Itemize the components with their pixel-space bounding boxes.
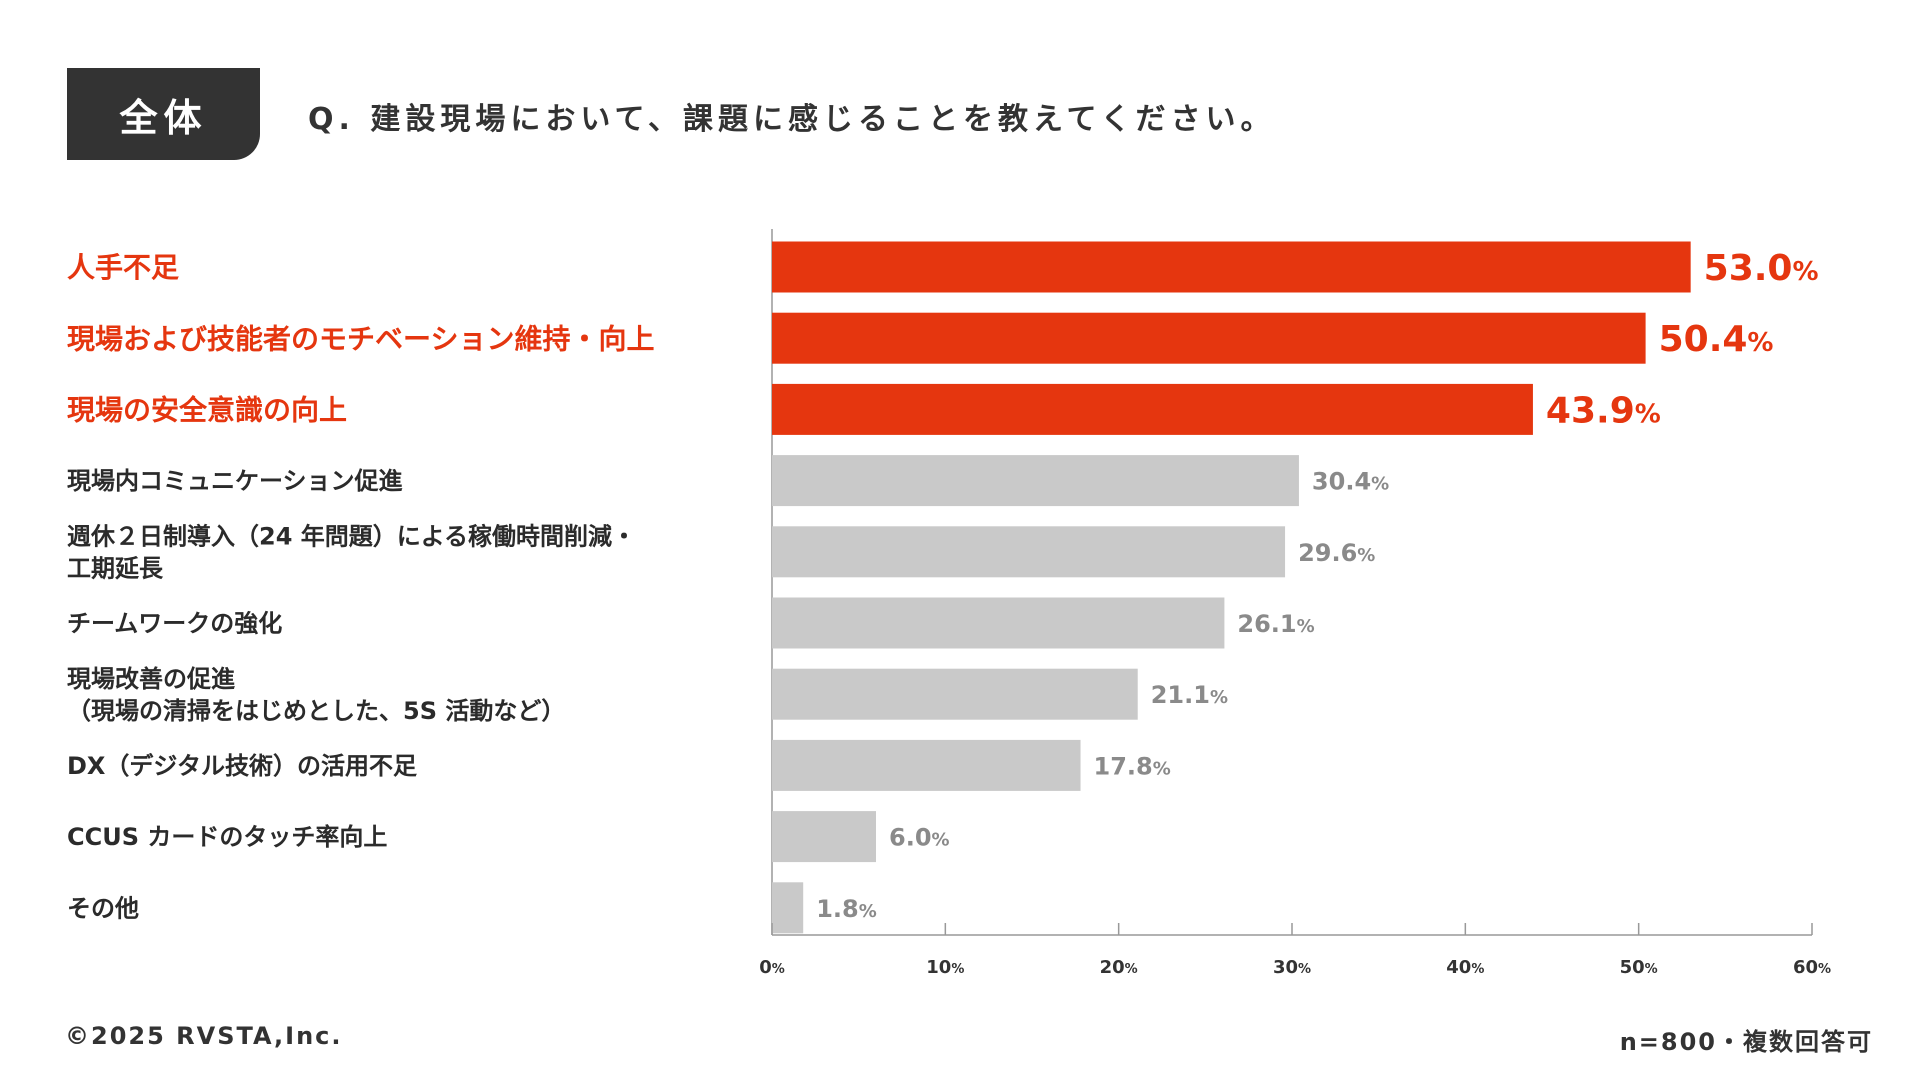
x-tick-unit: % <box>1818 962 1831 977</box>
bar <box>772 383 1533 435</box>
x-tick-number: 10 <box>926 957 951 978</box>
bar <box>772 526 1286 578</box>
bar <box>772 882 804 934</box>
x-tick-label: 20% <box>1100 957 1138 978</box>
value-unit: % <box>1297 616 1315 637</box>
value-unit: % <box>1357 545 1375 566</box>
category-label-line: （現場の清掃をはじめとした、5S 活動など） <box>67 697 565 725</box>
x-tick-number: 30 <box>1273 957 1298 978</box>
category-label-line: 現場および技能者のモチベーション維持・向上 <box>67 322 654 355</box>
value-number: 17.8 <box>1094 752 1153 780</box>
value-unit: % <box>932 830 950 851</box>
bar-chart: 53.0% 人手不足 50.4% 現場および技能者のモチベーション維持・向上 43.9%… <box>67 229 1831 978</box>
value-number: 29.6 <box>1298 539 1357 567</box>
segment-tag-label: 全体 <box>119 95 208 140</box>
bar <box>772 312 1646 364</box>
bar <box>772 811 876 863</box>
value-number: 21.1 <box>1151 681 1210 709</box>
value-unit: % <box>1635 399 1661 429</box>
value-unit: % <box>1747 328 1773 358</box>
category-label: DX（デジタル技術）の活用不足 <box>67 752 417 780</box>
value-number: 26.1 <box>1237 610 1296 638</box>
value-unit: % <box>1210 687 1228 708</box>
x-tick-label: 40% <box>1446 957 1484 978</box>
value-label: 1.8% <box>816 895 877 923</box>
category-label-line: 人手不足 <box>67 251 179 284</box>
value-number: 6.0 <box>889 824 932 852</box>
x-tick-unit: % <box>1471 962 1484 977</box>
category-label-line: DX（デジタル技術）の活用不足 <box>67 752 417 780</box>
category-label: 現場の安全意識の向上 <box>67 393 347 426</box>
category-label: 現場内コミュニケーション促進 <box>67 467 403 495</box>
category-label: チームワークの強化 <box>67 610 282 638</box>
value-number: 53.0 <box>1704 248 1793 289</box>
segment-tag: 全体 <box>67 68 260 160</box>
value-label: 29.6% <box>1298 539 1375 567</box>
bar <box>772 668 1138 720</box>
x-tick-unit: % <box>772 962 785 977</box>
value-label: 30.4% <box>1312 468 1389 496</box>
x-tick-number: 60 <box>1793 957 1818 978</box>
x-tick-unit: % <box>1298 962 1311 977</box>
value-label: 6.0% <box>889 824 950 852</box>
value-label: 43.9% <box>1546 390 1661 431</box>
x-tick-unit: % <box>1125 962 1138 977</box>
value-label: 50.4% <box>1659 319 1774 360</box>
category-label-line: その他 <box>67 894 139 922</box>
value-unit: % <box>859 901 877 922</box>
category-label-line: チームワークの強化 <box>67 610 282 638</box>
value-unit: % <box>1792 257 1818 287</box>
value-label: 17.8% <box>1094 752 1171 780</box>
value-label: 21.1% <box>1151 681 1228 709</box>
value-number: 1.8 <box>816 895 859 923</box>
category-label: 人手不足 <box>67 251 179 284</box>
question-title: Q. 建設現場において、課題に感じることを教えてください。 <box>308 102 1276 137</box>
value-unit: % <box>1371 474 1389 495</box>
x-tick-number: 0 <box>759 957 772 978</box>
value-number: 30.4 <box>1312 468 1371 496</box>
x-tick-label: 50% <box>1620 957 1658 978</box>
x-tick-unit: % <box>1645 962 1658 977</box>
category-label-line: 現場内コミュニケーション促進 <box>67 467 403 495</box>
x-tick-label: 10% <box>926 957 964 978</box>
x-tick-number: 50 <box>1620 957 1645 978</box>
x-tick-number: 20 <box>1100 957 1125 978</box>
x-tick-label: 30% <box>1273 957 1311 978</box>
x-tick-number: 40 <box>1446 957 1471 978</box>
category-label-line: 週休２日制導入（24 年問題）による稼働時間削減・ <box>67 522 636 550</box>
category-label-line: CCUS カードのタッチ率向上 <box>67 823 387 851</box>
category-label: CCUS カードのタッチ率向上 <box>67 823 387 851</box>
bar <box>772 739 1081 791</box>
sample-note: n=800・複数回答可 <box>1619 1028 1873 1056</box>
copyright: ©2025 RVSTA,Inc. <box>65 1022 343 1050</box>
bar <box>772 241 1691 293</box>
x-tick-unit: % <box>951 962 964 977</box>
x-tick-label: 0% <box>759 957 785 978</box>
category-label: 現場改善の促進 （現場の清掃をはじめとした、5S 活動など） <box>67 665 565 725</box>
category-label-line: 現場改善の促進 <box>67 665 235 693</box>
value-number: 43.9 <box>1546 390 1635 431</box>
x-tick-label: 60% <box>1793 957 1831 978</box>
value-unit: % <box>1153 758 1171 779</box>
category-label: 週休２日制導入（24 年問題）による稼働時間削減・工期延長 <box>67 522 636 582</box>
category-label-line: 現場の安全意識の向上 <box>67 393 347 426</box>
category-label-line: 工期延長 <box>67 554 164 582</box>
value-label: 53.0% <box>1704 248 1819 289</box>
value-number: 50.4 <box>1659 319 1748 360</box>
category-label: 現場および技能者のモチベーション維持・向上 <box>67 322 654 355</box>
bar <box>772 455 1299 507</box>
value-label: 26.1% <box>1237 610 1314 638</box>
bar <box>772 597 1225 649</box>
category-label: その他 <box>67 894 139 922</box>
